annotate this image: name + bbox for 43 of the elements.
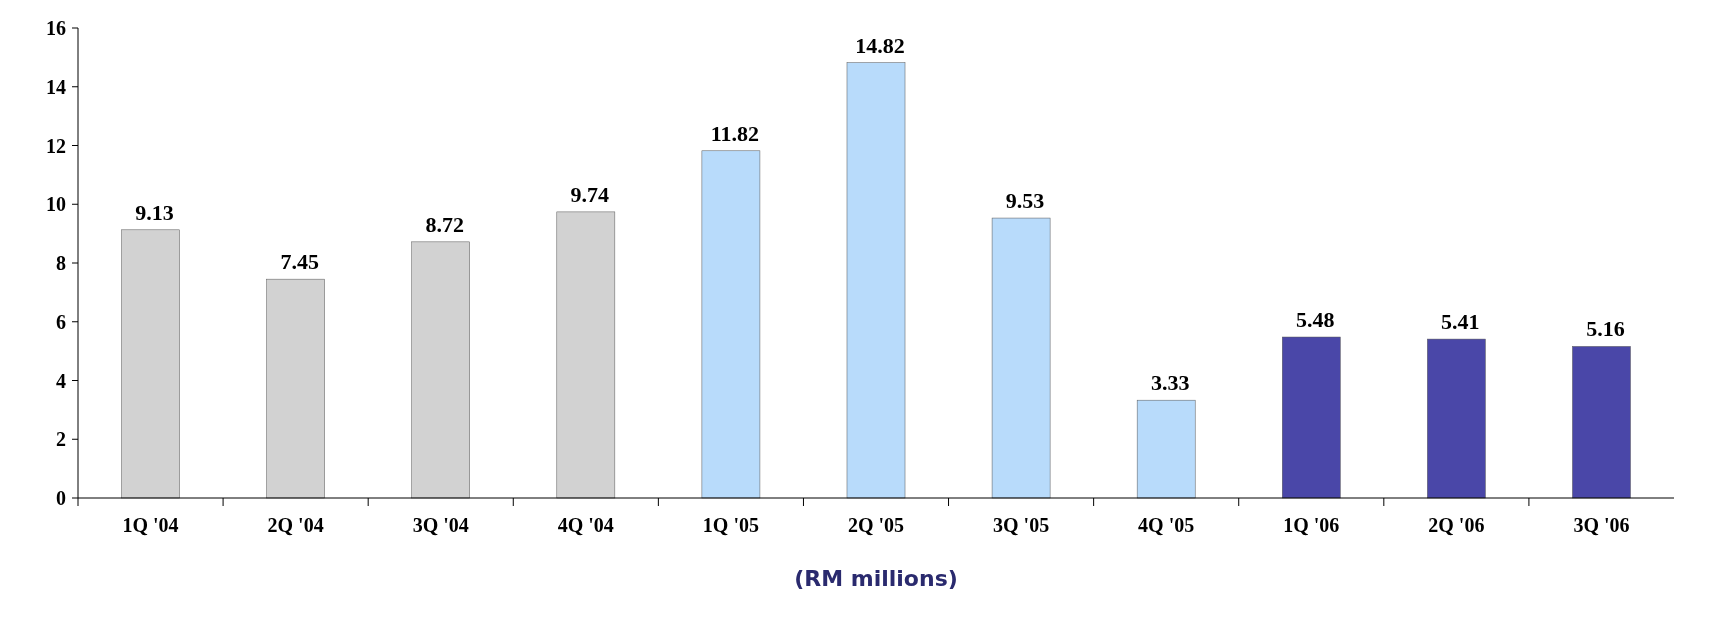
y-tick-label: 10 xyxy=(46,193,66,216)
y-tick-label: 16 xyxy=(46,17,66,39)
data-label: 7.45 xyxy=(280,249,319,275)
x-tick-label: 3Q '05 xyxy=(993,514,1050,536)
bar xyxy=(1427,338,1486,499)
bar xyxy=(556,211,616,499)
bar xyxy=(1282,336,1341,499)
x-tick-label: 3Q '04 xyxy=(412,514,469,536)
bar xyxy=(846,62,906,499)
y-tick-label: 8 xyxy=(56,252,66,274)
data-label: 14.82 xyxy=(855,32,905,58)
y-tick-label: 14 xyxy=(46,75,66,98)
data-label: 9.13 xyxy=(135,199,174,225)
data-label: 9.74 xyxy=(570,181,610,207)
x-tick-label: 2Q '04 xyxy=(267,514,324,536)
y-tick-label: 4 xyxy=(56,369,66,392)
x-tick-label: 3Q '06 xyxy=(1573,514,1630,536)
data-label: 11.82 xyxy=(710,120,760,146)
data-label: 5.16 xyxy=(1586,316,1625,342)
x-tick-label: 2Q '05 xyxy=(847,514,905,536)
bar xyxy=(121,229,180,499)
x-tick-label: 1Q '06 xyxy=(1283,514,1340,536)
x-tick-label: 2Q '06 xyxy=(1428,514,1485,536)
data-label: 5.41 xyxy=(1441,309,1480,335)
y-tick-label: 2 xyxy=(56,428,66,451)
bar xyxy=(411,241,470,499)
bar xyxy=(266,278,325,499)
y-tick-label: 6 xyxy=(56,310,66,333)
x-tick-label: 1Q '05 xyxy=(702,514,759,536)
bar xyxy=(991,217,1051,499)
bar xyxy=(1136,399,1196,499)
data-label: 9.53 xyxy=(1005,188,1045,214)
y-tick-label: 12 xyxy=(46,134,66,157)
x-axis-title: (RM millions) xyxy=(794,566,958,591)
data-label: 3.33 xyxy=(1150,370,1190,396)
x-tick-label: 4Q '04 xyxy=(557,514,614,536)
data-label: 8.72 xyxy=(425,211,464,237)
bar xyxy=(1572,346,1631,499)
y-tick-label: 0 xyxy=(56,487,66,509)
bar xyxy=(701,150,761,499)
x-tick-label: 1Q '04 xyxy=(122,514,179,536)
x-tick-label: 4Q '05 xyxy=(1138,514,1195,536)
data-label: 5.48 xyxy=(1296,307,1335,333)
